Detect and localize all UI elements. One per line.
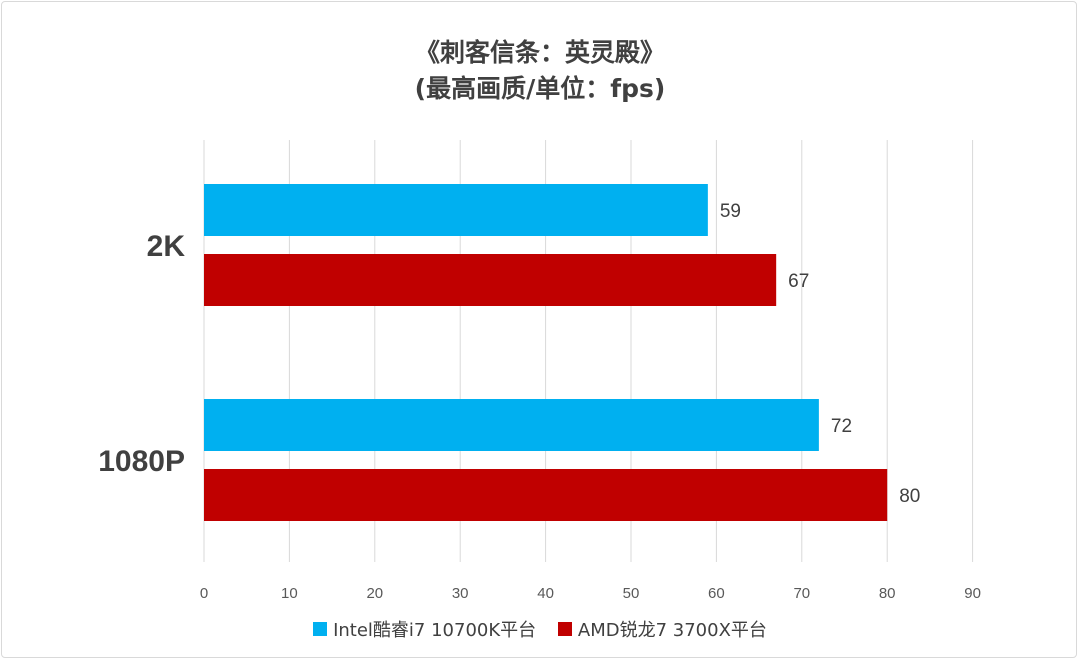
x-tick-label-90: 90 bbox=[964, 585, 981, 602]
legend-label-intel: Intel酷睿i7 10700K平台 bbox=[333, 620, 537, 641]
data-label-1080P-series2: 80 bbox=[899, 486, 920, 507]
x-tick-label-80: 80 bbox=[879, 585, 896, 602]
x-tick-label-70: 70 bbox=[793, 585, 810, 602]
legend-item-intel: Intel酷睿i7 10700K平台 bbox=[313, 616, 536, 642]
x-tick-label-10: 10 bbox=[281, 585, 298, 602]
x-tick-label-20: 20 bbox=[366, 585, 383, 602]
x-tick-label-40: 40 bbox=[537, 585, 554, 602]
legend-swatch-amd bbox=[557, 622, 572, 636]
x-tick-label-0: 0 bbox=[200, 585, 208, 602]
chart-subtitle: (最高画质/单位：fps) bbox=[414, 74, 666, 103]
category-label-2K: 2K bbox=[147, 230, 186, 263]
legend: Intel酷睿i7 10700K平台 AMD锐龙7 3700X平台 bbox=[0, 616, 1080, 642]
bar-1080P-series1 bbox=[204, 399, 819, 451]
bar-2K-series2 bbox=[204, 254, 777, 306]
x-tick-label-60: 60 bbox=[708, 585, 725, 602]
bar-1080P-series2 bbox=[204, 469, 888, 521]
data-label-2K-series1: 59 bbox=[720, 201, 741, 222]
data-label-2K-series2: 67 bbox=[788, 271, 809, 292]
legend-item-amd: AMD锐龙7 3700X平台 bbox=[557, 616, 767, 642]
data-label-1080P-series1: 72 bbox=[831, 416, 852, 437]
legend-label-amd: AMD锐龙7 3700X平台 bbox=[577, 620, 767, 641]
category-label-1080P: 1080P bbox=[98, 445, 185, 478]
bar-2K-series1 bbox=[204, 184, 708, 236]
x-tick-label-30: 30 bbox=[452, 585, 469, 602]
legend-swatch-intel bbox=[313, 622, 328, 636]
chart-title: 《刺客信条：英灵殿》 bbox=[414, 38, 665, 67]
x-tick-label-50: 50 bbox=[623, 585, 640, 602]
